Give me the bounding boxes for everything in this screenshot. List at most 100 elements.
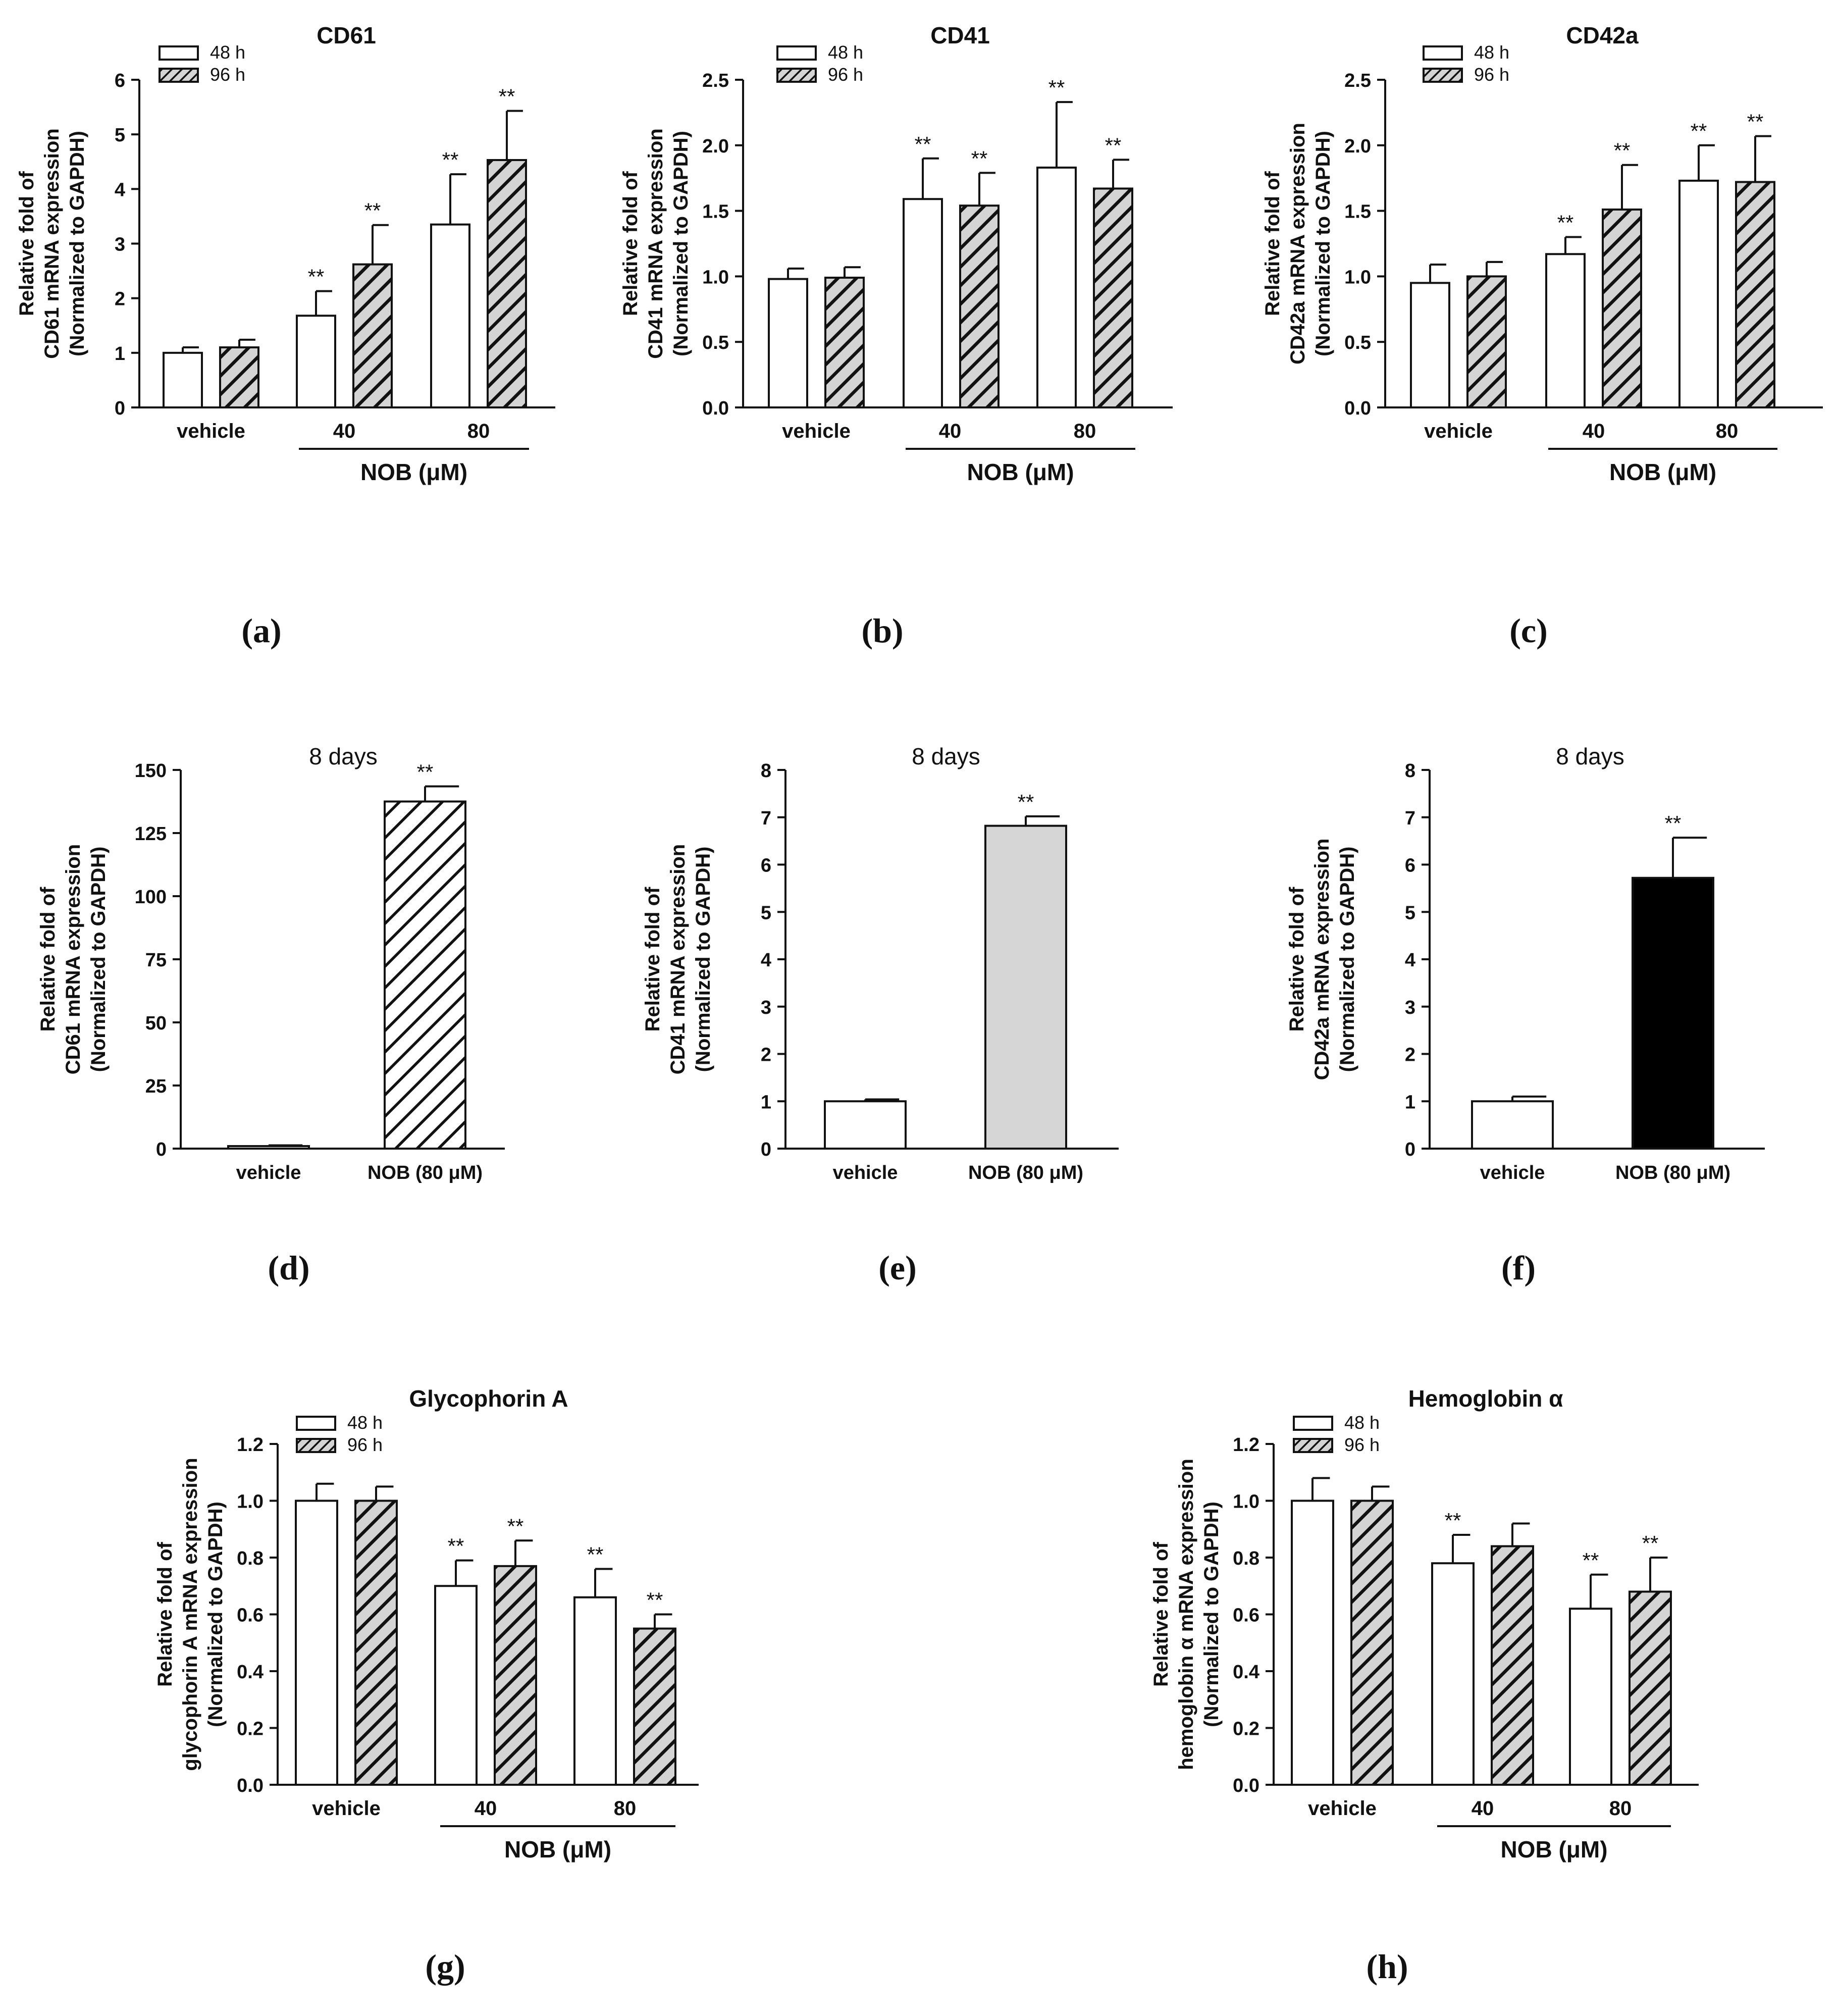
chart-h-bar-96h — [1350, 1500, 1394, 1786]
chart-e-xtick-label: vehicle — [833, 1162, 898, 1183]
chart-b-bar-96h — [959, 204, 1000, 408]
chart-h-group-label: NOB (μM) — [1500, 1836, 1607, 1863]
chart-b-ylabel-line: (Normalized to GAPDH) — [670, 131, 692, 356]
chart-a-xtick-label: vehicle — [177, 420, 245, 442]
chart-h-ytick-label: 0.8 — [1233, 1548, 1259, 1569]
chart-f-ytick-label: 7 — [1405, 808, 1415, 829]
chart-h-bar-48h — [1569, 1608, 1612, 1786]
chart-g-legend-label: 48 h — [347, 1412, 383, 1433]
chart-a-bar-96h-significance: ** — [364, 199, 381, 223]
chart-g-ytick-label: 0.0 — [237, 1775, 264, 1796]
chart-b-bar-96h — [824, 276, 865, 408]
chart-g-bar-96h — [494, 1565, 537, 1786]
panel-label-e: (e) — [878, 1249, 916, 1287]
chart-b-xtick-label: 80 — [1074, 420, 1096, 442]
chart-h-ytick-label: 0.2 — [1233, 1719, 1259, 1740]
chart-f-ytick-label: 6 — [1405, 855, 1415, 876]
chart-a-ylabel-line: CD61 mRNA expression — [41, 128, 63, 358]
chart-b-bar-48h — [1036, 166, 1077, 408]
panel-label-c: (c) — [1509, 611, 1547, 650]
chart-b-legend-label: 48 h — [828, 42, 863, 63]
chart-g-ytick-label: 1.2 — [237, 1434, 264, 1456]
chart-h-bar-48h — [1431, 1562, 1475, 1786]
chart-b-legend-swatch — [776, 45, 817, 61]
chart-d-bar — [227, 1145, 310, 1150]
chart-b-group-label: NOB (μM) — [967, 459, 1074, 485]
chart-b-bar-48h-significance: ** — [915, 132, 931, 156]
chart-g-ytick-label: 0.8 — [237, 1548, 264, 1569]
chart-e-ylabel-line: Relative fold of — [642, 887, 664, 1031]
chart-d-ytick-label: 50 — [145, 1013, 167, 1034]
chart-c-bar-48h-significance: ** — [1557, 211, 1574, 235]
panel-label-b: (b) — [861, 611, 903, 650]
chart-e-ylabel-line: CD41 mRNA expression — [667, 844, 689, 1074]
chart-g-ytick-label: 0.2 — [237, 1719, 264, 1740]
chart-c-bar-96h — [1466, 275, 1507, 409]
chart-b-title: CD41 — [930, 22, 990, 48]
chart-c-bar-48h — [1678, 179, 1719, 408]
chart-a-ylabel-line: Relative fold of — [16, 171, 38, 316]
chart-f-bar-significance: ** — [1665, 811, 1682, 835]
chart-e-ytick-label: 4 — [761, 950, 771, 971]
chart-h-title: Hemoglobin α — [1408, 1385, 1563, 1412]
chart-f-ytick-label: 3 — [1405, 997, 1415, 1018]
chart-f-ytick-label: 4 — [1405, 950, 1415, 971]
chart-c-xtick-label: vehicle — [1424, 420, 1493, 442]
chart-b-bar-96h — [1093, 187, 1133, 408]
chart-b-bar-48h-significance: ** — [1048, 76, 1065, 99]
chart-c-group-label: NOB (μM) — [1609, 459, 1716, 485]
chart-a-ytick-label: 6 — [115, 70, 125, 91]
chart-h-ytick-label: 0.6 — [1233, 1605, 1259, 1626]
chart-d-bar — [384, 800, 466, 1150]
chart-g-xtick-label: 80 — [614, 1797, 637, 1820]
chart-h-ytick-label: 0.4 — [1233, 1662, 1259, 1683]
chart-g-bar-48h-significance: ** — [448, 1534, 464, 1558]
chart-g-bar-96h-significance: ** — [647, 1588, 663, 1612]
chart-e-ylabel-line: (Normalized to GAPDH) — [692, 847, 714, 1072]
chart-a-xtick-label: 80 — [467, 420, 490, 442]
chart-d-ytick-label: 100 — [135, 887, 167, 908]
chart-a-ylabel-line: (Normalized to GAPDH) — [66, 131, 88, 356]
chart-c-ylabel-line: Relative fold of — [1262, 171, 1284, 316]
chart-c-bar-48h — [1545, 253, 1586, 408]
chart-c-xtick-label: 40 — [1583, 420, 1605, 442]
chart-h-legend-swatch — [1293, 1438, 1333, 1453]
chart-g-bar-96h — [354, 1500, 398, 1786]
chart-c-bar-48h-significance: ** — [1691, 119, 1707, 143]
chart-a-bar-48h-significance: ** — [308, 265, 325, 289]
chart-b-legend-swatch — [776, 68, 817, 83]
chart-f-xtick-label: NOB (80 μM) — [1615, 1162, 1730, 1183]
chart-b-ylabel-line: Relative fold of — [619, 171, 642, 316]
chart-h-bar-96h-significance: ** — [1642, 1531, 1659, 1555]
chart-f-ytick-label: 2 — [1405, 1045, 1415, 1066]
chart-d-ylabel-line: CD61 mRNA expression — [62, 844, 84, 1074]
chart-g-bar-96h — [633, 1627, 676, 1786]
chart-b-xtick-label: vehicle — [782, 420, 851, 442]
chart-c-ytick-label: 2.0 — [1344, 136, 1371, 157]
chart-e-ytick-label: 1 — [761, 1092, 771, 1113]
chart-e-title: 8 days — [912, 743, 980, 769]
chart-d-ytick-label: 125 — [135, 823, 167, 845]
chart-g-title: Glycophorin A — [409, 1385, 568, 1412]
chart-a-title: CD61 — [317, 22, 376, 48]
chart-c-bar-96h-significance: ** — [1747, 110, 1764, 134]
chart-g-bar-96h-significance: ** — [507, 1514, 524, 1538]
chart-d-bar-significance: ** — [417, 760, 434, 784]
chart-h-bar-48h — [1291, 1500, 1334, 1786]
chart-a-xtick-label: 40 — [333, 420, 356, 442]
chart-f-ylabel-line: CD42a mRNA expression — [1311, 839, 1333, 1080]
chart-a-bar-96h — [352, 263, 393, 408]
chart-b-ytick-label: 0.5 — [702, 332, 729, 353]
chart-g-legend-label: 96 h — [347, 1434, 383, 1455]
chart-g-ytick-label: 0.4 — [237, 1662, 264, 1683]
chart-g-ylabel-line: (Normalized to GAPDH) — [204, 1502, 227, 1727]
chart-a-legend-label: 96 h — [210, 64, 245, 85]
chart-g-bar-48h — [434, 1585, 478, 1786]
chart-c-bar-96h — [1735, 181, 1775, 408]
chart-c-ytick-label: 0.0 — [1344, 398, 1371, 419]
chart-b-ytick-label: 0.0 — [702, 398, 729, 419]
panel-label-a: (a) — [241, 611, 281, 650]
chart-a-bar-96h — [487, 159, 527, 408]
